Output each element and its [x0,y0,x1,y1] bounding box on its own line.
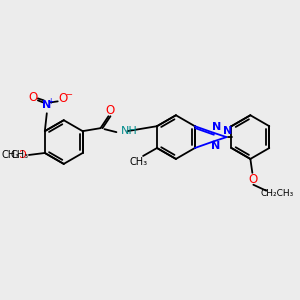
Text: N: N [211,141,220,152]
Text: O: O [106,104,115,117]
Text: N: N [223,126,232,136]
Text: O: O [249,173,258,186]
Text: +: + [48,97,54,106]
Text: −: − [65,90,72,99]
Text: O: O [18,150,26,160]
Text: CH₃: CH₃ [1,150,19,160]
Text: CH₂CH₃: CH₂CH₃ [260,189,294,198]
Text: N: N [212,122,221,132]
Text: N: N [42,100,51,110]
Text: CH₃: CH₃ [129,157,147,167]
Text: CH₃: CH₃ [10,150,28,160]
Text: O: O [58,92,67,105]
Text: O: O [28,91,38,104]
Text: NH: NH [122,126,138,136]
